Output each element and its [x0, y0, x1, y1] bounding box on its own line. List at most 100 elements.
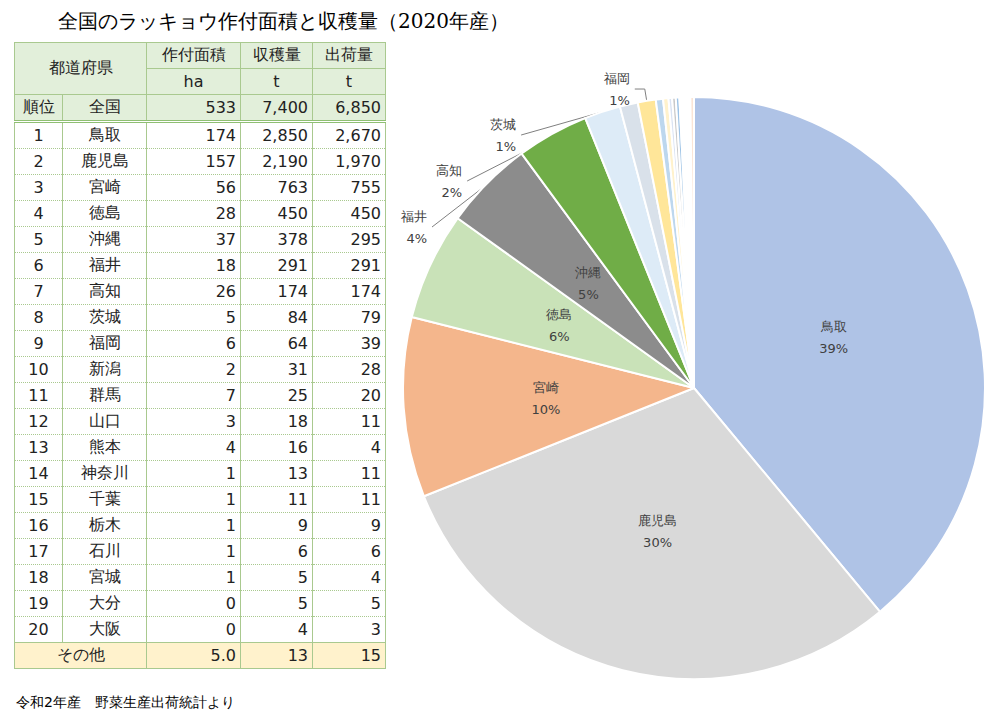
html-text:石川: 石川 — [88, 541, 121, 560]
html-text:大阪: 大阪 — [88, 619, 121, 638]
html-text:宮城: 宮城 — [88, 567, 121, 586]
html-text:378: 378 — [277, 230, 308, 249]
html-text:大分: 大分 — [88, 593, 121, 612]
html-text:茨城: 茨城 — [88, 307, 121, 326]
svg-text:2%: 2% — [442, 185, 463, 200]
html-text:順位: 順位 — [22, 97, 55, 116]
html-text:栃木: 栃木 — [88, 515, 121, 534]
html-text:15: 15 — [28, 490, 49, 509]
html-text:15: 15 — [360, 646, 381, 665]
html-text:鹿児島: 鹿児島 — [80, 151, 129, 170]
html-text:17: 17 — [28, 542, 49, 561]
svg-text:4%: 4% — [406, 231, 427, 246]
html-text:763: 763 — [277, 178, 308, 197]
html-text:群馬: 群馬 — [88, 385, 121, 404]
html-text:13: 13 — [287, 646, 308, 665]
html-text:全国: 全国 — [88, 97, 121, 116]
html-text:山口: 山口 — [88, 411, 121, 430]
html-text:2,670: 2,670 — [335, 126, 381, 145]
html-text:28: 28 — [215, 204, 236, 223]
html-text:ha: ha — [183, 72, 204, 91]
html-text:神奈川: 神奈川 — [80, 463, 129, 482]
html-text:5.0: 5.0 — [210, 646, 236, 665]
html-text:13: 13 — [287, 464, 308, 483]
svg-text:1%: 1% — [495, 139, 516, 154]
html-text:39: 39 — [360, 334, 381, 353]
html-text:18: 18 — [287, 412, 308, 431]
html-text:174: 174 — [205, 126, 236, 145]
html-text:12: 12 — [28, 412, 49, 431]
html-text:291: 291 — [350, 256, 381, 275]
html-text:755: 755 — [350, 178, 381, 197]
html-text:18: 18 — [215, 256, 236, 275]
html-text:福岡: 福岡 — [88, 333, 121, 352]
html-text:11: 11 — [28, 386, 49, 405]
html-text:熊本: 熊本 — [88, 437, 121, 456]
html-text:福井: 福井 — [88, 255, 121, 274]
svg-text:宮崎: 宮崎 — [533, 380, 559, 395]
html-text:56: 56 — [215, 178, 236, 197]
svg-text:鳥取: 鳥取 — [820, 319, 847, 334]
html-text:2,190: 2,190 — [262, 152, 308, 171]
html-text:20: 20 — [28, 620, 49, 639]
html-text:出荷量: 出荷量 — [325, 45, 373, 64]
svg-text:30%: 30% — [643, 535, 672, 550]
svg-text:茨城: 茨城 — [490, 117, 516, 132]
html-text:徳島: 徳島 — [88, 203, 121, 222]
html-text:11: 11 — [360, 490, 381, 509]
svg-text:福岡: 福岡 — [604, 71, 630, 86]
svg-text:6%: 6% — [549, 329, 570, 344]
html-text:533: 533 — [205, 98, 236, 117]
html-text:11: 11 — [360, 464, 381, 483]
svg-text:沖縄: 沖縄 — [575, 265, 601, 280]
html-text:11: 11 — [287, 490, 308, 509]
html-text:沖縄: 沖縄 — [88, 229, 121, 248]
html-text:高知: 高知 — [88, 281, 121, 300]
html-text:291: 291 — [277, 256, 308, 275]
svg-text:5%: 5% — [578, 287, 599, 302]
html-text:28: 28 — [360, 360, 381, 379]
html-text:157: 157 — [205, 152, 236, 171]
html-text:37: 37 — [215, 230, 236, 249]
html-text:450: 450 — [277, 204, 308, 223]
html-text:その他: その他 — [56, 645, 105, 664]
html-text:26: 26 — [215, 282, 236, 301]
html-text:7,400: 7,400 — [262, 98, 308, 117]
html-text:6,850: 6,850 — [335, 98, 381, 117]
html-text:18: 18 — [28, 568, 49, 587]
html-text:鳥取: 鳥取 — [88, 125, 121, 144]
html-text:新潟: 新潟 — [88, 359, 121, 378]
svg-text:39%: 39% — [819, 341, 848, 356]
svg-text:10%: 10% — [531, 402, 560, 417]
svg-text:福井: 福井 — [401, 209, 427, 224]
html-text:16: 16 — [287, 438, 308, 457]
html-text:19: 19 — [28, 594, 49, 613]
html-text:全国のラッキョウ作付面積と収穫量（2020年産）: 全国のラッキョウ作付面積と収穫量（2020年産） — [58, 9, 509, 33]
svg-text:徳島: 徳島 — [546, 307, 572, 322]
html-text:450: 450 — [350, 204, 381, 223]
html-text:10: 10 — [28, 360, 49, 379]
svg-text:鹿児島: 鹿児島 — [638, 513, 677, 528]
html-text:収穫量: 収穫量 — [252, 45, 301, 64]
html-text:作付面積: 作付面積 — [161, 45, 226, 64]
html-text:174: 174 — [350, 282, 381, 301]
html-text:千葉: 千葉 — [88, 489, 121, 508]
html-text:11: 11 — [360, 412, 381, 431]
html-text:13: 13 — [28, 438, 49, 457]
html-text:14: 14 — [28, 464, 49, 483]
html-text:31: 31 — [287, 360, 308, 379]
html-text:都道府県: 都道府県 — [48, 58, 113, 77]
html-text:16: 16 — [28, 516, 49, 535]
html-text:25: 25 — [287, 386, 308, 405]
svg-text:高知: 高知 — [436, 163, 462, 178]
html-text:64: 64 — [287, 334, 308, 353]
html-text:79: 79 — [360, 308, 381, 327]
html-text:宮崎: 宮崎 — [88, 177, 121, 196]
html-text:295: 295 — [350, 230, 381, 249]
html-text:1,970: 1,970 — [335, 152, 381, 171]
html-text:174: 174 — [277, 282, 308, 301]
svg-text:1%: 1% — [609, 93, 630, 108]
html-text:84: 84 — [287, 308, 308, 327]
html-text:20: 20 — [360, 386, 381, 405]
html-text:2,850: 2,850 — [262, 126, 308, 145]
